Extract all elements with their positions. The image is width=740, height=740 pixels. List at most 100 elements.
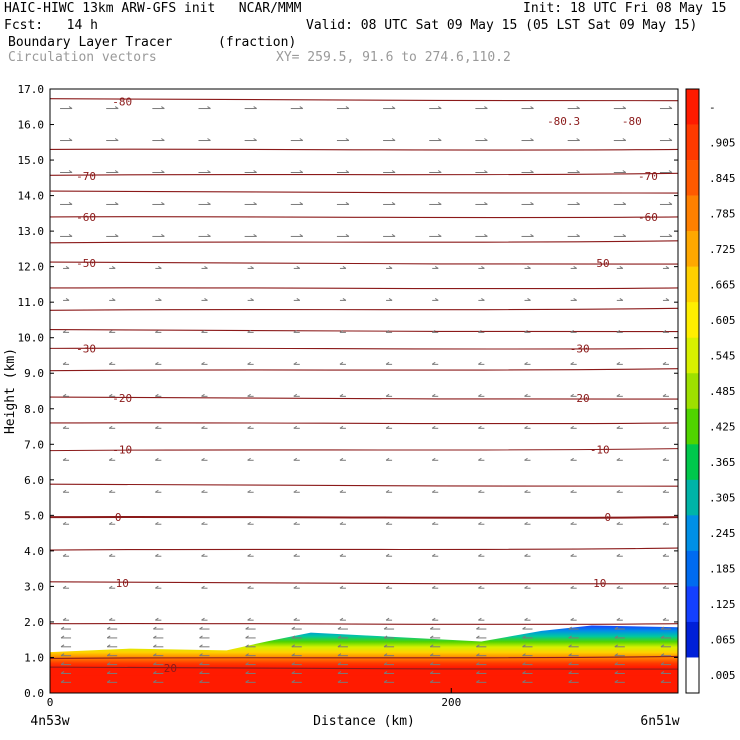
circulation-vector-head xyxy=(108,329,113,333)
y-tick-label: 0.0 xyxy=(24,687,44,700)
colorbar-swatch xyxy=(686,195,699,232)
circulation-vector-head xyxy=(530,202,534,205)
circulation-vector-head xyxy=(253,170,257,173)
circulation-vector-head xyxy=(339,553,344,557)
circulation-vector-head xyxy=(155,521,159,525)
x-tick-label: 200 xyxy=(441,696,461,709)
colorbar-label: .545 xyxy=(709,349,736,362)
circulation-vector-head xyxy=(291,626,296,630)
circulation-vector-head xyxy=(573,266,577,269)
circulation-vector-head xyxy=(476,644,480,648)
circulation-vector-head xyxy=(476,653,480,657)
isotherm-label: -20 xyxy=(570,392,590,405)
isotherm-line xyxy=(50,396,678,400)
circulation-vector-head xyxy=(662,585,667,589)
isotherm-label: -10 xyxy=(590,444,610,457)
circulation-vector-head xyxy=(437,138,442,141)
colorbar-label: .665 xyxy=(709,278,736,291)
circulation-vector-head xyxy=(616,457,621,461)
isotherm-label: -20 xyxy=(112,392,132,405)
circulation-vector-head xyxy=(299,234,304,237)
circulation-vector-head xyxy=(60,662,65,665)
circulation-vector-head xyxy=(153,626,157,630)
circulation-vector-head xyxy=(345,106,350,109)
circulation-vector-head xyxy=(253,138,257,141)
circulation-vector-head xyxy=(161,170,165,173)
circulation-vector-head xyxy=(247,425,251,429)
colorbar-label: .005 xyxy=(709,669,736,682)
circulation-vector-head xyxy=(339,361,344,365)
circulation-vector-head xyxy=(201,425,205,429)
circulation-vector-head xyxy=(155,617,159,621)
circulation-vector-head xyxy=(245,635,249,639)
y-tick-label: 11.0 xyxy=(18,296,45,309)
circulation-vector-head xyxy=(158,266,162,269)
circulation-vector-head xyxy=(114,234,119,237)
circulation-vector-head xyxy=(62,329,67,333)
circulation-vector-head xyxy=(108,521,113,525)
circulation-vector-head xyxy=(383,653,388,657)
y-tick-label: 12.0 xyxy=(18,261,45,274)
circulation-vector-head xyxy=(245,644,249,648)
circulation-vector-head xyxy=(339,457,344,461)
circulation-vector-head xyxy=(299,202,304,205)
circulation-vector-head xyxy=(481,297,485,301)
circulation-vector-head xyxy=(476,662,480,665)
circulation-vector-head xyxy=(201,585,205,589)
circulation-vector-head xyxy=(345,138,350,141)
circulation-vector-head xyxy=(431,329,436,333)
circulation-vector-head xyxy=(385,617,390,621)
circulation-vector-head xyxy=(431,521,436,525)
circulation-vector-head xyxy=(60,635,65,639)
isotherm-line xyxy=(50,422,678,425)
circulation-vector-head xyxy=(299,170,304,173)
circulation-vector-head xyxy=(253,202,257,205)
circulation-vector-head xyxy=(337,635,342,639)
circulation-vector-head xyxy=(524,361,528,365)
isotherm-label: -70 xyxy=(76,170,96,183)
circulation-vector-head xyxy=(385,489,390,493)
isotherm-label: 20 xyxy=(164,662,177,675)
circulation-vector-head xyxy=(616,393,621,397)
circulation-vector-head xyxy=(201,617,205,621)
circulation-vector-head xyxy=(570,553,574,557)
circulation-vector-head xyxy=(484,234,488,237)
circulation-vector-head xyxy=(106,653,111,657)
field-units: (fraction) xyxy=(218,35,297,50)
circulation-vector-head xyxy=(622,202,627,205)
circulation-vector-head xyxy=(429,653,434,657)
circulation-vector-head xyxy=(337,671,342,674)
circulation-vector-head xyxy=(660,626,665,630)
colorbar-swatch xyxy=(686,124,699,161)
circulation-vector-head xyxy=(291,662,296,665)
circulation-vector-head xyxy=(153,671,157,674)
isotherm-label: -10 xyxy=(112,444,132,457)
circulation-vector-head xyxy=(106,635,111,639)
circulation-vector-head xyxy=(530,138,534,141)
circulation-vector-head xyxy=(478,585,482,589)
circulation-vector-head xyxy=(339,393,344,397)
colorbar-swatch xyxy=(686,586,699,623)
isotherm-label: 10 xyxy=(116,577,129,590)
circulation-vector-head xyxy=(253,234,257,237)
circulation-vector-head xyxy=(161,138,165,141)
colorbar-swatch xyxy=(686,373,699,410)
isotherm-label: -30 xyxy=(76,342,96,355)
circulation-vector-head xyxy=(614,626,619,630)
colorbar-swatch xyxy=(686,657,699,694)
circulation-vector-head xyxy=(291,644,296,648)
circulation-vector-head xyxy=(299,138,304,141)
circulation-vector-head xyxy=(291,679,296,683)
circulation-vector-head xyxy=(155,329,159,333)
circulation-vector-head xyxy=(522,662,526,665)
circulation-vector-head xyxy=(155,585,159,589)
circulation-vector-head xyxy=(576,106,580,109)
y-tick-label: 15.0 xyxy=(18,154,45,167)
circulation-vector-head xyxy=(339,585,344,589)
y-tick-label: 6.0 xyxy=(24,474,44,487)
circulation-vector-head xyxy=(431,393,436,397)
valid-time: Valid: 08 UTC Sat 09 May 15 (05 LST Sat … xyxy=(306,18,698,33)
circulation-vector-head xyxy=(106,626,111,630)
circulation-vector-head xyxy=(161,106,165,109)
isotherm-line xyxy=(50,172,678,176)
